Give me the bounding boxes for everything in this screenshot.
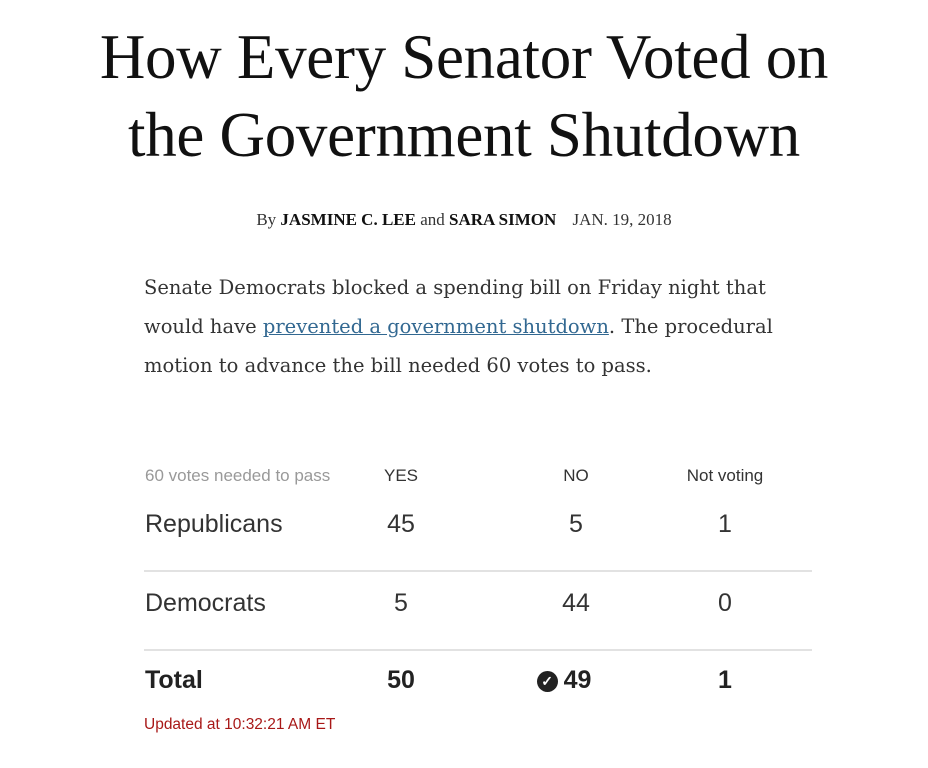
author-2[interactable]: SARA SIMON <box>449 210 557 229</box>
table-row-total: Total 50 ✓ 49 1 <box>144 651 812 728</box>
total-no-cell: ✓ 49 <box>514 647 614 713</box>
summary-text-2: . The procedural motion to advance the b… <box>144 315 773 377</box>
summary-paragraph: Senate Democrats blocked a spending bill… <box>144 268 794 385</box>
header-no: NO <box>563 466 589 485</box>
total-yes: 50 <box>387 666 415 694</box>
byline-and: and <box>420 210 445 229</box>
headline: How Every Senator Voted on the Government… <box>0 18 928 174</box>
byline-by: By <box>256 210 277 229</box>
check-circle-icon: ✓ <box>536 671 558 692</box>
publish-date: JAN. 19, 2018 <box>572 210 672 229</box>
summary-text-1: Senate Democrats blocked a spending bill… <box>144 276 766 338</box>
no-count: 5 <box>569 510 583 538</box>
party-name: Democrats <box>145 589 266 617</box>
table-row-democrats: Democrats 5 44 0 <box>144 572 812 651</box>
table-row-republicans: Republicans 45 5 1 <box>144 493 812 572</box>
not-voting-count: 0 <box>718 589 732 617</box>
total-not-voting: 1 <box>718 666 732 694</box>
party-name: Republicans <box>145 510 283 538</box>
yes-count: 45 <box>387 510 415 538</box>
not-voting-count: 1 <box>718 510 732 538</box>
vote-table: 60 votes needed to pass YES NO Not votin… <box>144 458 812 728</box>
yes-count: 5 <box>394 589 408 617</box>
author-1[interactable]: JASMINE C. LEE <box>280 210 416 229</box>
total-label: Total <box>145 666 203 694</box>
header-yes: YES <box>383 466 419 485</box>
table-header: 60 votes needed to pass YES NO Not votin… <box>144 458 812 493</box>
updated-timestamp: Updated at 10:32:21 AM ET <box>144 716 336 733</box>
headline-line-2: the Government Shutdown <box>127 100 800 170</box>
byline: By JASMINE C. LEE and SARA SIMON JAN. 19… <box>0 210 928 230</box>
header-not-voting: Not voting <box>686 466 764 485</box>
total-no: 49 <box>563 666 592 694</box>
headline-line-1: How Every Senator Voted on <box>99 22 829 92</box>
header-threshold: 60 votes needed to pass <box>145 466 331 485</box>
shutdown-link[interactable]: prevented a government shutdown <box>262 315 609 338</box>
no-count: 44 <box>562 589 590 617</box>
